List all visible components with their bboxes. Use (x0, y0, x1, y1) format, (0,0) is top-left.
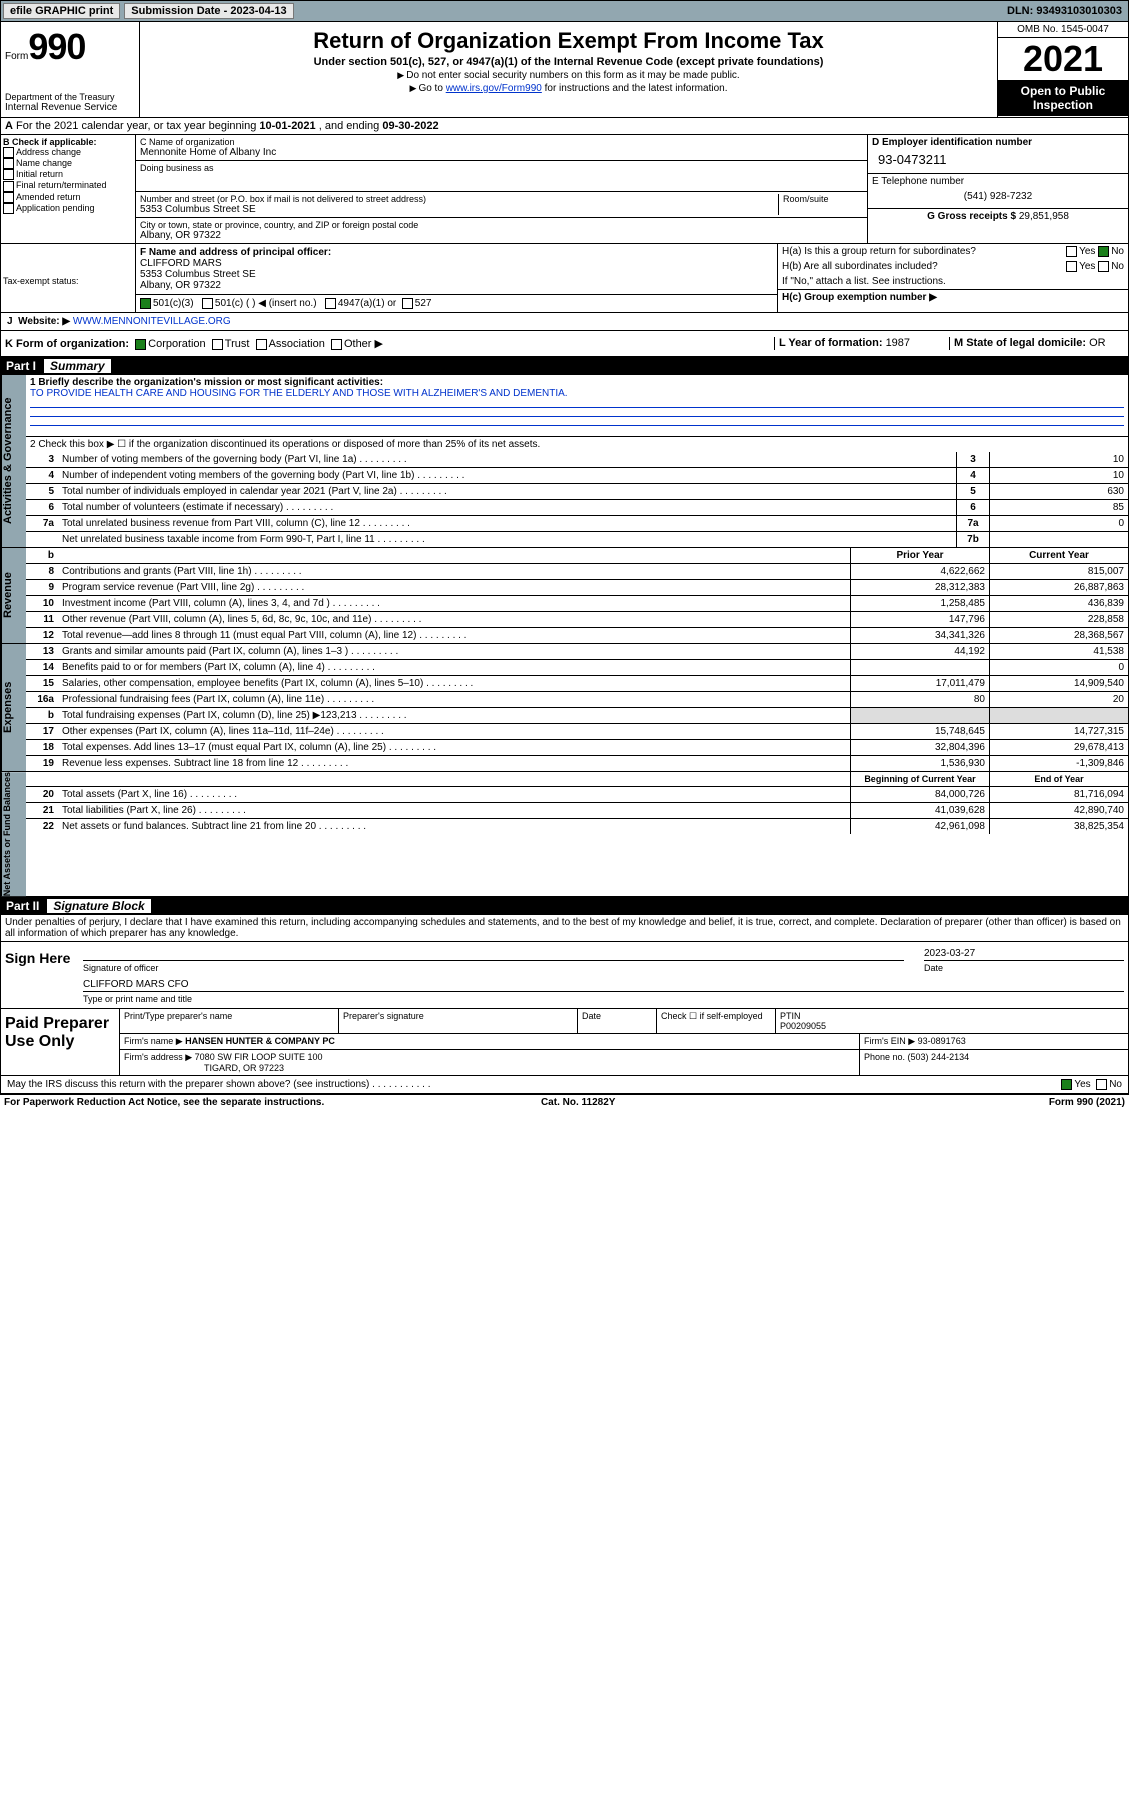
form-subtitle: Under section 501(c), 527, or 4947(a)(1)… (148, 56, 989, 68)
part-i-header: Part ISummary (0, 357, 1129, 375)
top-toolbar: efile GRAPHIC print Submission Date - 20… (0, 0, 1129, 22)
goto-note: Go to www.irs.gov/Form990 for instructio… (148, 83, 989, 94)
table-row: 18Total expenses. Add lines 13–17 (must … (26, 740, 1128, 756)
right-column-d-e-g: D Employer identification number93-04732… (867, 135, 1128, 243)
table-row: 22Net assets or fund balances. Subtract … (26, 819, 1128, 834)
net-assets-block: Net Assets or Fund Balances Beginning of… (0, 772, 1129, 897)
irs-link[interactable]: www.irs.gov/Form990 (446, 83, 542, 94)
vtab-revenue: Revenue (1, 548, 26, 643)
gov-row: 3Number of voting members of the governi… (26, 452, 1128, 468)
dept-treasury: Department of the Treasury (5, 92, 135, 102)
gov-row: 6Total number of volunteers (estimate if… (26, 500, 1128, 516)
gov-row: Net unrelated business taxable income fr… (26, 532, 1128, 547)
section-f-h: Tax-exempt status: F Name and address of… (0, 244, 1129, 313)
table-row: 16aProfessional fundraising fees (Part I… (26, 692, 1128, 708)
form-number: 990 (28, 26, 85, 67)
activities-governance-block: Activities & Governance 1 Briefly descri… (0, 375, 1129, 548)
efile-print-button[interactable]: efile GRAPHIC print (3, 3, 120, 19)
irs-label: Internal Revenue Service (5, 102, 135, 113)
table-row: 11Other revenue (Part VIII, column (A), … (26, 612, 1128, 628)
paid-preparer-label: Paid Preparer Use Only (1, 1009, 119, 1075)
table-row: 10Investment income (Part VIII, column (… (26, 596, 1128, 612)
table-row: 12Total revenue—add lines 8 through 11 (… (26, 628, 1128, 643)
revenue-block: Revenue bPrior YearCurrent Year 8Contrib… (0, 548, 1129, 644)
table-row: 14Benefits paid to or for members (Part … (26, 660, 1128, 676)
gov-row: 5Total number of individuals employed in… (26, 484, 1128, 500)
line-a: A For the 2021 calendar year, or tax yea… (0, 118, 1129, 135)
vtab-governance: Activities & Governance (1, 375, 26, 547)
gov-row: 7aTotal unrelated business revenue from … (26, 516, 1128, 532)
vtab-net-assets: Net Assets or Fund Balances (1, 772, 26, 896)
line-2: 2 Check this box ▶ ☐ if the organization… (26, 437, 1128, 452)
mission-text: TO PROVIDE HEALTH CARE AND HOUSING FOR T… (30, 388, 568, 399)
checkbox-column-b: B Check if applicable: Address change Na… (1, 135, 136, 243)
table-row: 21Total liabilities (Part X, line 26)41,… (26, 803, 1128, 819)
header-left: Form990 Department of the Treasury Inter… (1, 22, 140, 117)
vtab-expenses: Expenses (1, 644, 26, 771)
table-row: 15Salaries, other compensation, employee… (26, 676, 1128, 692)
signature-block: Sign Here Signature of officer 2023-03-2… (0, 942, 1129, 1009)
header-right: OMB No. 1545-0047 2021 Open to Public In… (997, 22, 1128, 117)
website-link[interactable]: WWW.MENNONITEVILLAGE.ORG (73, 316, 231, 327)
tax-year: 2021 (998, 38, 1128, 80)
discuss-line: May the IRS discuss this return with the… (0, 1076, 1129, 1094)
form-header: Form990 Department of the Treasury Inter… (0, 22, 1129, 118)
sign-here-label: Sign Here (1, 942, 79, 1008)
table-row: 17Other expenses (Part IX, column (A), l… (26, 724, 1128, 740)
table-row: 13Grants and similar amounts paid (Part … (26, 644, 1128, 660)
expenses-block: Expenses 13Grants and similar amounts pa… (0, 644, 1129, 772)
ssn-note: Do not enter social security numbers on … (148, 70, 989, 81)
paid-preparer-block: Paid Preparer Use Only Print/Type prepar… (0, 1009, 1129, 1076)
submission-date-button[interactable]: Submission Date - 2023-04-13 (124, 3, 293, 19)
mission-block: 1 Briefly describe the organization's mi… (26, 375, 1128, 437)
gov-row: 4Number of independent voting members of… (26, 468, 1128, 484)
section-b-to-g: B Check if applicable: Address change Na… (0, 135, 1129, 244)
part-ii-header: Part IISignature Block (0, 897, 1129, 915)
open-public: Open to Public Inspection (998, 80, 1128, 116)
table-row: 19Revenue less expenses. Subtract line 1… (26, 756, 1128, 771)
table-row: bTotal fundraising expenses (Part IX, co… (26, 708, 1128, 724)
table-row: 8Contributions and grants (Part VIII, li… (26, 564, 1128, 580)
line-k-l-m: K Form of organization: Corporation Trus… (0, 331, 1129, 357)
form-title: Return of Organization Exempt From Incom… (148, 28, 989, 54)
org-info-column-c: C Name of organizationMennonite Home of … (136, 135, 867, 243)
form-word: Form (5, 51, 28, 62)
page-footer: For Paperwork Reduction Act Notice, see … (0, 1094, 1129, 1110)
tax-exempt-side: Tax-exempt status: (1, 244, 136, 312)
declaration-text: Under penalties of perjury, I declare th… (0, 915, 1129, 942)
line-j-website: J Website: ▶ WWW.MENNONITEVILLAGE.ORG (0, 313, 1129, 331)
table-row: 9Program service revenue (Part VIII, lin… (26, 580, 1128, 596)
table-row: 20Total assets (Part X, line 16)84,000,7… (26, 787, 1128, 803)
omb-number: OMB No. 1545-0047 (998, 22, 1128, 38)
dln-label: DLN: 93493103010303 (1007, 5, 1126, 17)
header-middle: Return of Organization Exempt From Incom… (140, 22, 997, 117)
